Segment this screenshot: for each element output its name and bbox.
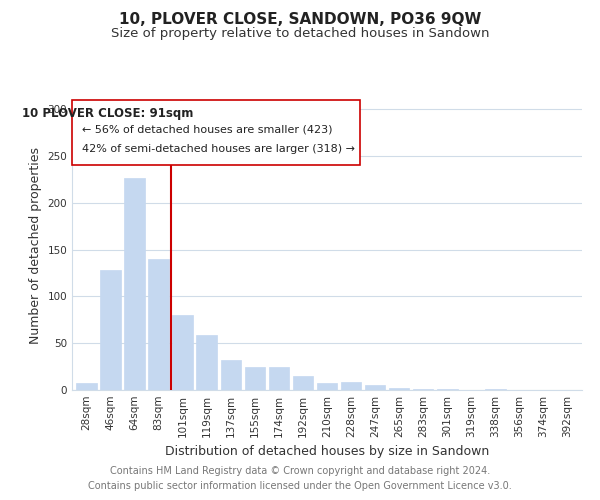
Text: 42% of semi-detached houses are larger (318) →: 42% of semi-detached houses are larger (… [82, 144, 355, 154]
Text: 10, PLOVER CLOSE, SANDOWN, PO36 9QW: 10, PLOVER CLOSE, SANDOWN, PO36 9QW [119, 12, 481, 28]
Bar [196, 335, 217, 390]
Bar [76, 384, 97, 390]
Bar [485, 389, 506, 390]
X-axis label: Distribution of detached houses by size in Sandown: Distribution of detached houses by size … [165, 446, 489, 458]
Bar [293, 376, 313, 390]
Bar [100, 270, 121, 390]
Text: ← 56% of detached houses are smaller (423): ← 56% of detached houses are smaller (42… [82, 124, 332, 134]
Bar [245, 366, 265, 390]
Text: Contains public sector information licensed under the Open Government Licence v3: Contains public sector information licen… [88, 481, 512, 491]
Bar [269, 366, 289, 390]
Bar [172, 315, 193, 390]
Text: 10 PLOVER CLOSE: 91sqm: 10 PLOVER CLOSE: 91sqm [22, 108, 193, 120]
Text: Contains HM Land Registry data © Crown copyright and database right 2024.: Contains HM Land Registry data © Crown c… [110, 466, 490, 476]
Text: Size of property relative to detached houses in Sandown: Size of property relative to detached ho… [111, 28, 489, 40]
Bar [413, 389, 433, 390]
Bar [221, 360, 241, 390]
Bar [437, 389, 458, 390]
Bar [365, 386, 385, 390]
Bar [317, 382, 337, 390]
Bar [148, 259, 169, 390]
Bar [389, 388, 409, 390]
Bar [124, 178, 145, 390]
FancyBboxPatch shape [72, 100, 360, 165]
Bar [341, 382, 361, 390]
Y-axis label: Number of detached properties: Number of detached properties [29, 146, 42, 344]
